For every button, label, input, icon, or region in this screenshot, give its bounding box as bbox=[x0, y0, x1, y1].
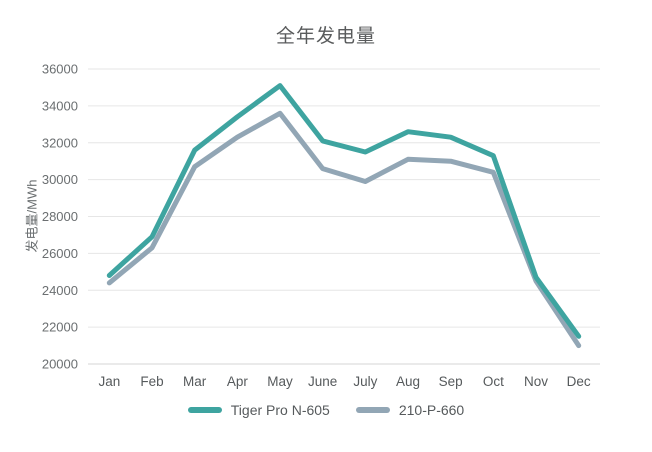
x-tick-label: Aug bbox=[396, 374, 420, 389]
x-tick-label: Feb bbox=[140, 374, 163, 389]
legend-label: Tiger Pro N-605 bbox=[230, 402, 330, 418]
x-tick-label: Apr bbox=[227, 374, 249, 389]
chart-legend: Tiger Pro N-605 210-P-660 bbox=[0, 402, 652, 418]
chart-title: 全年发电量 bbox=[275, 26, 376, 47]
x-tick-label: Dec bbox=[567, 374, 591, 389]
legend-swatch-icon bbox=[355, 407, 390, 413]
y-tick-label: 32000 bbox=[42, 135, 78, 150]
y-tick-label: 34000 bbox=[42, 98, 78, 113]
y-tick-label: 26000 bbox=[42, 246, 78, 261]
legend-item-210-p-660[interactable]: 210-P-660 bbox=[355, 402, 465, 418]
x-tick-label: Mar bbox=[183, 374, 207, 389]
x-tick-label: June bbox=[308, 374, 337, 389]
x-tick-label: Nov bbox=[524, 374, 548, 389]
y-tick-label: 36000 bbox=[42, 62, 78, 77]
y-tick-label: 22000 bbox=[42, 320, 78, 335]
x-tick-label: Jan bbox=[98, 374, 120, 389]
series-line-210-p-660[interactable] bbox=[106, 110, 582, 349]
legend-label: 210-P-660 bbox=[398, 402, 465, 418]
legend-item-tiger-pro-n-605[interactable]: Tiger Pro N-605 bbox=[187, 402, 330, 418]
y-tick-label: 30000 bbox=[42, 172, 78, 187]
legend-swatch-icon bbox=[187, 407, 222, 413]
y-tick-label: 24000 bbox=[42, 283, 78, 298]
x-tick-label: Oct bbox=[483, 374, 504, 389]
x-tick-label: May bbox=[267, 374, 293, 389]
x-tick-label: July bbox=[353, 374, 377, 389]
series-line-tiger-pro-n-605[interactable] bbox=[106, 83, 582, 339]
y-tick-label: 28000 bbox=[42, 209, 78, 224]
y-tick-label: 20000 bbox=[42, 357, 78, 372]
x-tick-label: Sep bbox=[439, 374, 463, 389]
